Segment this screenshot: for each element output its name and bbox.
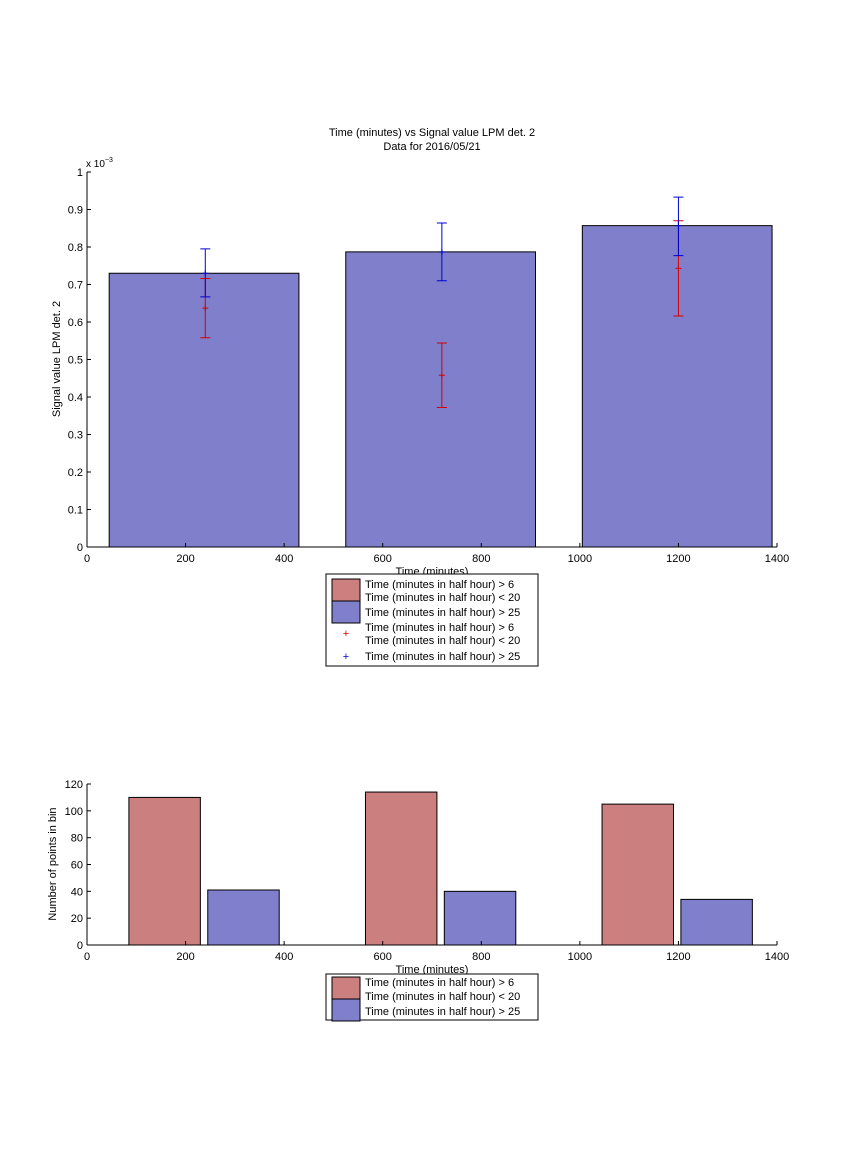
bar [364, 791, 438, 946]
x-tick-label: 1000 [568, 553, 592, 565]
x-tick-label: 600 [374, 553, 392, 565]
y-tick-label: 120 [65, 779, 83, 791]
y-tick-label: 0 [77, 542, 83, 554]
legend-top-box [325, 573, 539, 667]
bar [680, 898, 753, 946]
bar [601, 803, 674, 946]
legend-top-swatch-blue [331, 600, 361, 624]
y-tick-label: 0.3 [68, 430, 83, 442]
legend-bottom-swatch-red [331, 976, 361, 1000]
y-tick-label: 0 [77, 940, 83, 952]
x-tick-label: 1400 [765, 951, 789, 963]
y-tick-label: 0.8 [68, 242, 83, 254]
legend-top-label: Time (minutes in half hour) > 25 [365, 607, 520, 619]
x-tick-label: 400 [275, 553, 293, 565]
y-tick-label: 0.4 [68, 392, 83, 404]
y-tick-label: 0.7 [68, 280, 83, 292]
x-tick-label: 600 [374, 951, 392, 963]
y-tick-label: 80 [71, 833, 83, 845]
bar [581, 225, 773, 548]
y-tick-label: 20 [71, 913, 83, 925]
legend-bottom-box [325, 973, 539, 1021]
y-tick-label: 0.9 [68, 205, 83, 217]
legend-top-label: Time (minutes in half hour) > 6 [365, 579, 514, 591]
x-tick-label: 1400 [765, 553, 789, 565]
legend-bottom-swatch-blue [331, 998, 361, 1022]
y-axis-label-top: Signal value LPM det. 2 [51, 301, 63, 417]
legend-top: + + Time (minutes in half hour) > 6 Time… [325, 573, 539, 667]
bar [128, 796, 201, 946]
count-plot: 0 200 400 600 800 1000 1200 1400 0 20 40 60 80 100 120 [65, 779, 790, 963]
legend-top-label: Time (minutes in half hour) > 6 [365, 622, 514, 634]
x-tick-label: 200 [176, 553, 194, 565]
x-tick-label: 800 [472, 951, 490, 963]
y-tick-label: 100 [65, 806, 83, 818]
y-multiplier-exponent: −3 [105, 157, 113, 164]
chart-subtitle: Data for 2016/05/21 [383, 141, 480, 153]
legend-top-label: Time (minutes in half hour) < 20 [365, 635, 520, 647]
y-tick-label: 0.2 [68, 467, 83, 479]
legend-bottom-label: Time (minutes in half hour) > 25 [365, 1006, 520, 1018]
x-axis-label-bottom: Time (minutes) [396, 964, 469, 976]
legend-top-label: Time (minutes in half hour) < 20 [365, 592, 520, 604]
chart-title: Time (minutes) vs Signal value LPM det. … [329, 127, 535, 139]
x-tick-label: 1200 [666, 951, 690, 963]
y-tick-label: 1 [77, 167, 83, 179]
y-tick-label: 0.5 [68, 355, 83, 367]
x-tick-label: 0 [84, 553, 90, 565]
y-multiplier-base: x 10 [86, 159, 105, 170]
bar [108, 272, 300, 548]
legend-bottom-label: Time (minutes in half hour) > 6 [365, 977, 514, 989]
x-tick-label: 400 [275, 951, 293, 963]
legend-bottom-label: Time (minutes in half hour) < 20 [365, 991, 520, 1003]
y-tick-label: 40 [71, 886, 83, 898]
x-tick-label: 1200 [666, 553, 690, 565]
bar [207, 889, 280, 946]
legend-top-marker-red: + [343, 628, 349, 640]
x-tick-label: 0 [84, 951, 90, 963]
y-tick-label: 0.1 [68, 505, 83, 517]
y-multiplier: x 10−3 [86, 157, 113, 170]
legend-top-label: Time (minutes in half hour) > 25 [365, 651, 520, 663]
signal-plot: 0 200 400 600 800 1000 1200 1400 0 0.1 0.2 0.3 0.4 0.… [68, 167, 790, 565]
y-tick-label: 60 [71, 860, 83, 872]
legend-bottom: Time (minutes in half hour) > 6 Time (mi… [325, 973, 539, 1022]
y-tick-label: 0.6 [68, 317, 83, 329]
legend-top-marker-blue: + [343, 651, 349, 663]
bar [345, 251, 536, 548]
y-axis-label-bottom: Number of points in bin [47, 807, 59, 920]
legend-top-swatch-red [331, 578, 361, 602]
x-tick-label: 200 [176, 951, 194, 963]
x-tick-label: 800 [472, 553, 490, 565]
x-tick-label: 1000 [568, 951, 592, 963]
bar [443, 890, 517, 946]
